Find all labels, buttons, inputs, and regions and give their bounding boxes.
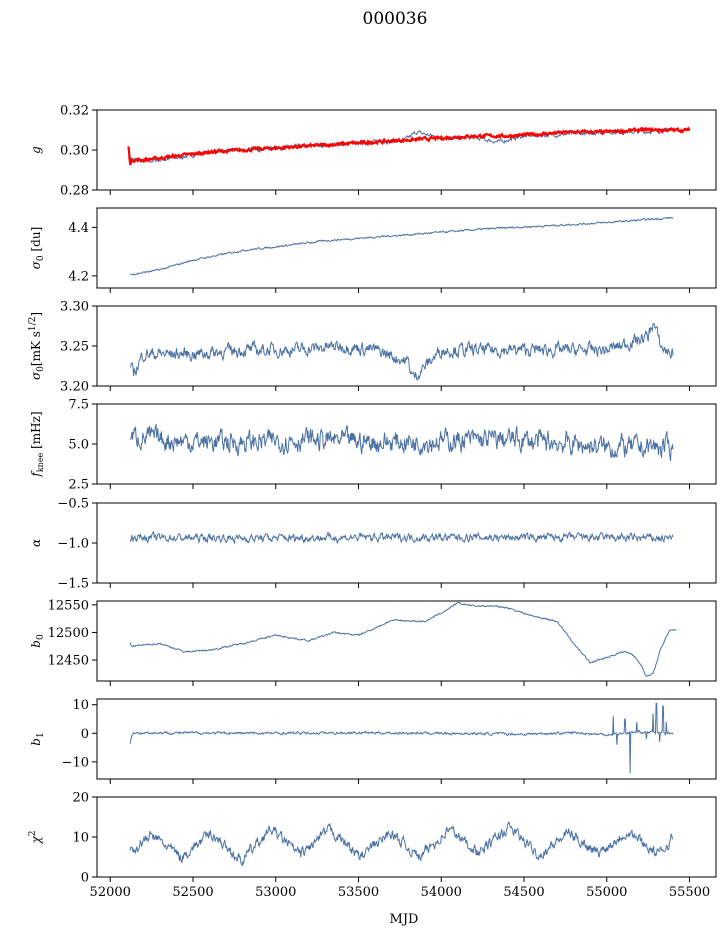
axes-frame [96,600,717,682]
y-tick-label: −1.5 [57,577,89,592]
panel-b0: 12450 12500 12550 b0 [29,598,717,686]
y-axis-label: σ0 [du] [29,227,46,270]
y-tick-label: −1.0 [57,537,89,552]
y-tick-label: 7.5 [68,398,89,413]
y-axis-label: α [29,539,43,547]
axes-frame [96,796,717,878]
y-axis-label: g [29,146,43,154]
panel-fknee: 2.5 5.0 7.5 fknee [mHz] [29,398,717,493]
x-tick-label: 55000 [586,885,627,900]
x-tick-label: 53000 [255,885,296,900]
series-line-g-1 [127,126,691,166]
panel-sigma0-du: 4.2 4.4 σ0 [du] [29,207,717,293]
axes-frame [96,502,717,584]
x-tick-label: 52000 [90,885,131,900]
y-tick-label: 0 [81,727,89,742]
x-tick-label: 54500 [503,885,544,900]
y-tick-label: 12500 [48,626,89,641]
x-tick-label: 55500 [669,885,710,900]
y-tick-label: 5.0 [68,438,89,453]
y-axis-label: b0 [29,634,46,648]
y-tick-label: 3.25 [60,340,89,355]
y-tick-label: 4.2 [68,269,89,284]
y-tick-label: 12450 [48,654,89,669]
panel-chi2: 0 10 20 52000 52500 53000 53500 54000 54500 55000… [28,791,717,900]
y-tick-label: 0 [81,871,89,886]
x-tick-label: 54000 [421,885,462,900]
series-line-b1-0 [129,702,674,774]
series-line-fknee-0 [129,423,674,462]
y-tick-label: 4.4 [68,221,89,236]
y-tick-label: −10 [62,755,89,770]
y-tick-label: 0.32 [60,104,89,119]
axes-frame [96,109,717,191]
y-tick-label: 12550 [48,598,89,613]
y-tick-label: 0.30 [60,144,89,159]
y-tick-label: 0.28 [60,184,89,199]
series-line-sigma0-mk-0 [130,322,674,381]
y-tick-label: −0.5 [57,497,89,512]
x-axis-label: MJD [390,912,419,927]
panel-sigma0-mk: 3.20 3.25 3.30 σ0[mK s1/2] [28,300,717,395]
series-line-alpha-0 [129,530,674,545]
y-axis-label: σ0[mK s1/2] [28,312,46,380]
y-tick-label: 3.30 [60,300,89,315]
y-tick-label: 3.20 [60,380,89,395]
y-axis-label: fknee [mHz] [29,411,45,477]
panel-g: 0.28 0.30 0.32 g [29,104,717,199]
y-axis-label: χ2 [28,830,43,844]
y-tick-label: 20 [72,791,89,806]
y-tick-label: 10 [72,698,89,713]
y-tick-label: 10 [72,831,89,846]
panel-b1: −10 0 10 b1 [29,698,717,784]
series-line-sigma0-du-0 [130,216,674,276]
series-line-chi2-0 [129,820,674,867]
panels: 0.28 0.30 0.32 g 4.2 4.4 σ0 [du] 3.20 3.25 3.30 σ0… [28,104,717,900]
figure-title: 000036 [363,9,428,29]
panel-alpha: −1.5 −1.0 −0.5 α [29,497,717,592]
axes-frame [96,207,717,289]
y-axis-label: b1 [29,732,46,745]
axes-frame [96,305,717,387]
y-tick-label: 2.5 [68,478,89,493]
x-tick-label: 53500 [338,885,379,900]
series-line-b0-0 [129,601,677,678]
x-tick-label: 52500 [172,885,213,900]
axes-frame [96,698,717,780]
